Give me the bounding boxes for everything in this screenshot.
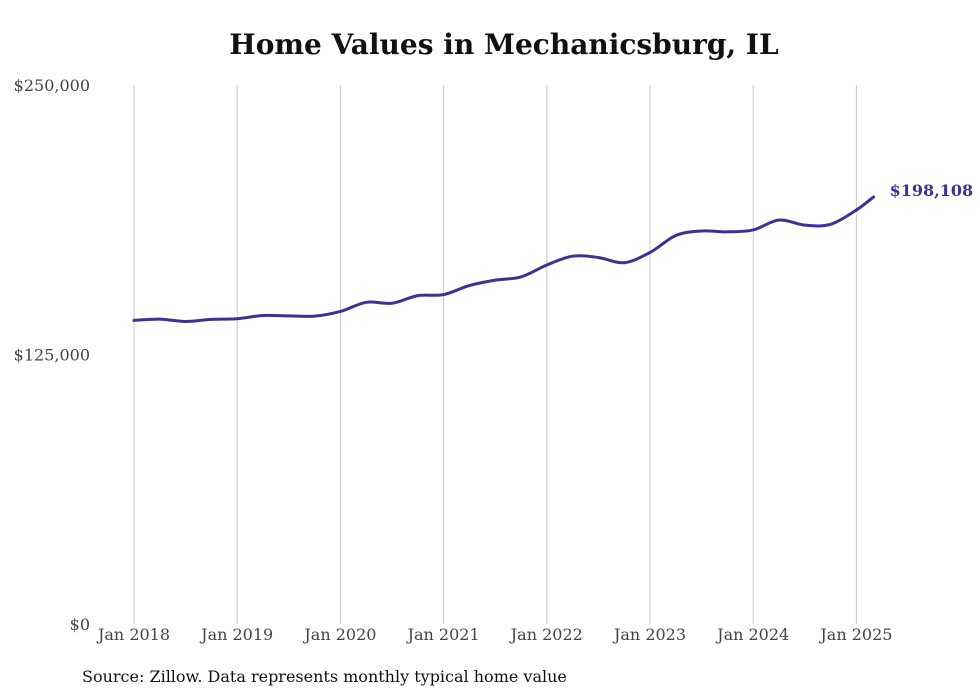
x-axis-ticks: Jan 2018 Jan 2019 Jan 2020 Jan 2021 Jan 2022… — [96, 625, 892, 644]
x-tick-label: Jan 2018 — [96, 625, 170, 644]
x-tick-label: Jan 2020 — [302, 625, 376, 644]
y-tick-label: $250,000 — [14, 76, 90, 95]
series-line — [132, 195, 876, 323]
x-tick-label: Jan 2019 — [199, 625, 273, 644]
y-tick-label: $0 — [70, 615, 90, 634]
x-tick-label: Jan 2022 — [509, 625, 583, 644]
y-axis-ticks: $250,000 $125,000 $0 — [14, 76, 90, 634]
x-tick-label: Jan 2024 — [715, 625, 789, 644]
source-note: Source: Zillow. Data represents monthly … — [82, 667, 567, 686]
x-tick-label: Jan 2023 — [612, 625, 686, 644]
x-tick-label: Jan 2021 — [406, 625, 480, 644]
end-value-label: $198,108 — [890, 181, 974, 200]
chart-title: Home Values in Mechanicsburg, IL — [229, 28, 779, 61]
gridlines — [133, 85, 857, 624]
x-tick-label: Jan 2025 — [818, 625, 892, 644]
y-tick-label: $125,000 — [14, 346, 90, 365]
